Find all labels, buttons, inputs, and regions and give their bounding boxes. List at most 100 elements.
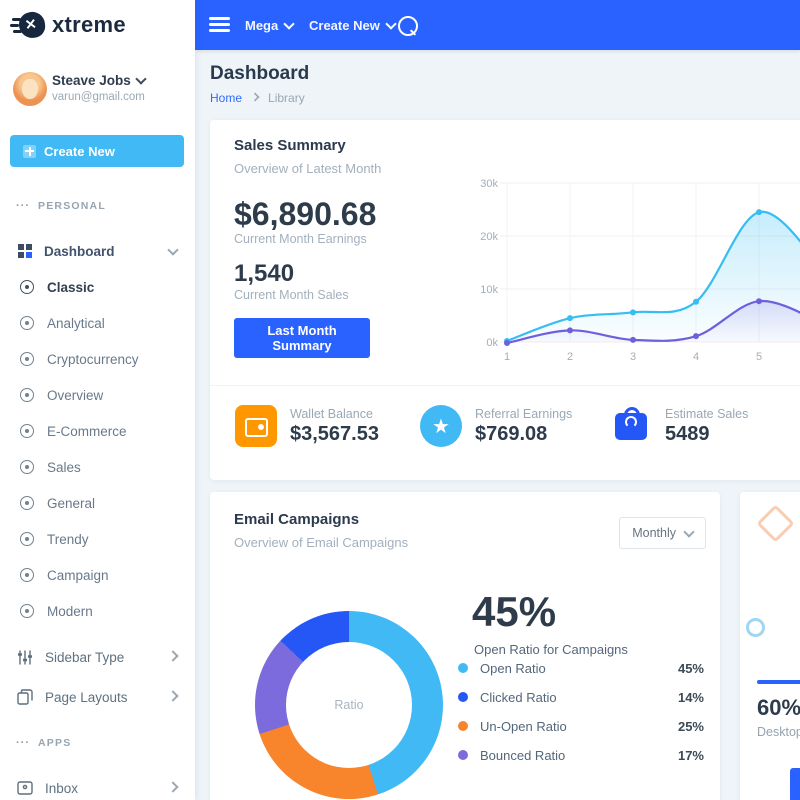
sidebar-item-dashboard[interactable]: Dashboard bbox=[0, 239, 195, 263]
sidebar-item-overview[interactable]: Overview bbox=[0, 385, 195, 405]
plus-square-icon bbox=[23, 144, 36, 158]
hamburger-menu-icon[interactable] bbox=[209, 17, 230, 32]
breadcrumb: Home Library bbox=[210, 91, 305, 105]
sidebar-item-sidebar-type[interactable]: Sidebar Type bbox=[0, 645, 195, 669]
stat-label: Referral Earnings bbox=[475, 406, 573, 421]
stat-value: $769.08 bbox=[475, 422, 548, 445]
ellipsis-icon: ··· bbox=[16, 200, 30, 212]
radio-circle-icon bbox=[20, 424, 34, 438]
main-content: Dashboard Home Library Sales Summary Ove… bbox=[195, 50, 800, 800]
radio-circle-icon bbox=[20, 568, 34, 582]
shopping-bag-icon bbox=[610, 405, 652, 447]
radio-circle-icon bbox=[20, 316, 34, 330]
email-campaigns-card: Email Campaigns Overview of Email Campai… bbox=[210, 492, 720, 800]
sidebar-item-sales[interactable]: Sales bbox=[0, 457, 195, 477]
svg-text:1: 1 bbox=[504, 351, 510, 363]
sales-line-chart: 0k10k20k30k123456 bbox=[480, 178, 800, 363]
current-month-sales-label: Current Month Sales bbox=[234, 288, 349, 302]
donut-center-label: Ratio bbox=[286, 642, 412, 768]
last-month-summary-button[interactable]: Last Month Summary bbox=[234, 318, 370, 358]
sidebar-item-page-layouts[interactable]: Page Layouts bbox=[0, 685, 195, 709]
device-progress-bar bbox=[757, 680, 800, 684]
current-month-sales-value: 1,540 bbox=[234, 260, 295, 287]
chevron-down-icon bbox=[385, 17, 397, 30]
nav-item-label: Mega bbox=[245, 17, 279, 33]
chevron-right-icon bbox=[167, 780, 179, 793]
legend-dot bbox=[458, 721, 468, 731]
desktop-percent-value: 60% bbox=[757, 695, 800, 720]
chevron-down-icon bbox=[283, 17, 295, 30]
legend-un-open-ratio[interactable]: Un-Open Ratio 25% bbox=[458, 716, 704, 736]
radio-circle-icon bbox=[20, 388, 34, 402]
chevron-right-icon bbox=[167, 689, 179, 702]
svg-text:30k: 30k bbox=[480, 178, 498, 190]
card-divider bbox=[210, 385, 800, 386]
sidebar-item-campaign[interactable]: Campaign bbox=[0, 565, 195, 585]
circle-decoration-icon bbox=[746, 618, 765, 637]
chevron-right-icon bbox=[250, 91, 260, 102]
breadcrumb-current: Library bbox=[268, 91, 305, 105]
card-subtitle: Overview of Latest Month bbox=[234, 161, 382, 176]
card-title: Email Campaigns bbox=[234, 511, 360, 528]
radio-circle-icon bbox=[20, 532, 34, 546]
partial-action-button[interactable] bbox=[790, 768, 800, 800]
inbox-icon bbox=[17, 781, 33, 795]
user-avatar[interactable] bbox=[13, 72, 47, 106]
sidebar-item-inbox[interactable]: Inbox bbox=[0, 776, 195, 800]
period-select-value: Monthly bbox=[632, 526, 676, 540]
user-name: Steave Jobs bbox=[52, 73, 131, 88]
current-month-earnings-label: Current Month Earnings bbox=[234, 232, 367, 246]
stat-value: 5489 bbox=[665, 422, 710, 445]
svg-text:4: 4 bbox=[693, 351, 699, 363]
sidebar-item-cryptocurrency[interactable]: Cryptocurrency bbox=[0, 349, 195, 369]
svg-text:10k: 10k bbox=[480, 284, 498, 296]
legend-open-ratio[interactable]: Open Ratio 45% bbox=[458, 658, 704, 678]
referral-earnings-stat: Referral Earnings $769.08 bbox=[420, 405, 572, 447]
sidebar-create-new-button[interactable]: Create New bbox=[10, 135, 184, 167]
estimate-sales-stat: Estimate Sales 5489 bbox=[610, 405, 748, 447]
sidebar-item-classic[interactable]: Classic bbox=[0, 277, 195, 297]
section-apps: ··· APPS bbox=[16, 737, 72, 749]
device-visits-card: 60% Desktop bbox=[740, 492, 800, 800]
period-select[interactable]: Monthly bbox=[619, 517, 706, 549]
sales-summary-card: Sales Summary Overview of Latest Month $… bbox=[210, 120, 800, 480]
chevron-right-icon bbox=[167, 649, 179, 662]
nav-item-label: Create New bbox=[309, 17, 380, 33]
radio-circle-icon bbox=[20, 496, 34, 510]
svg-text:0k: 0k bbox=[486, 337, 498, 349]
sidebar-item-modern[interactable]: Modern bbox=[0, 601, 195, 621]
brand-name[interactable]: xtreme bbox=[52, 12, 126, 37]
svg-text:20k: 20k bbox=[480, 231, 498, 243]
breadcrumb-home-link[interactable]: Home bbox=[210, 91, 243, 105]
sidebar-item-general[interactable]: General bbox=[0, 493, 195, 513]
ellipsis-icon: ··· bbox=[16, 737, 30, 749]
sidebar-item-analytical[interactable]: Analytical bbox=[0, 313, 195, 333]
email-donut-chart: Ratio bbox=[255, 611, 443, 799]
wallet-icon bbox=[235, 405, 277, 447]
chevron-down-icon bbox=[167, 243, 179, 256]
search-icon[interactable] bbox=[398, 16, 418, 36]
radio-circle-icon bbox=[20, 280, 34, 294]
stat-label: Wallet Balance bbox=[290, 406, 373, 421]
user-email: varun@gmail.com bbox=[52, 91, 145, 103]
sidebar-item-trendy[interactable]: Trendy bbox=[0, 529, 195, 549]
legend-clicked-ratio[interactable]: Clicked Ratio 14% bbox=[458, 687, 704, 707]
legend-bounced-ratio[interactable]: Bounced Ratio 17% bbox=[458, 745, 704, 765]
user-menu[interactable]: Steave Jobs bbox=[52, 73, 147, 88]
open-ratio-value: 45% bbox=[472, 588, 557, 635]
nav-item-create-new[interactable]: Create New bbox=[309, 0, 397, 50]
chevron-down-icon bbox=[135, 73, 147, 85]
current-month-earnings-value: $6,890.68 bbox=[234, 196, 377, 232]
stat-label: Estimate Sales bbox=[665, 406, 749, 421]
grid-icon bbox=[18, 244, 32, 258]
wallet-balance-stat: Wallet Balance $3,567.53 bbox=[235, 405, 379, 447]
legend-dot bbox=[458, 692, 468, 702]
card-title: Sales Summary bbox=[234, 137, 346, 154]
pages-icon bbox=[17, 689, 33, 705]
nav-item-mega[interactable]: Mega bbox=[245, 0, 295, 50]
sidebar-item-e-commerce[interactable]: E-Commerce bbox=[0, 421, 195, 441]
brand-logo-icon bbox=[12, 10, 47, 40]
svg-text:3: 3 bbox=[630, 351, 636, 363]
legend-dot bbox=[458, 663, 468, 673]
